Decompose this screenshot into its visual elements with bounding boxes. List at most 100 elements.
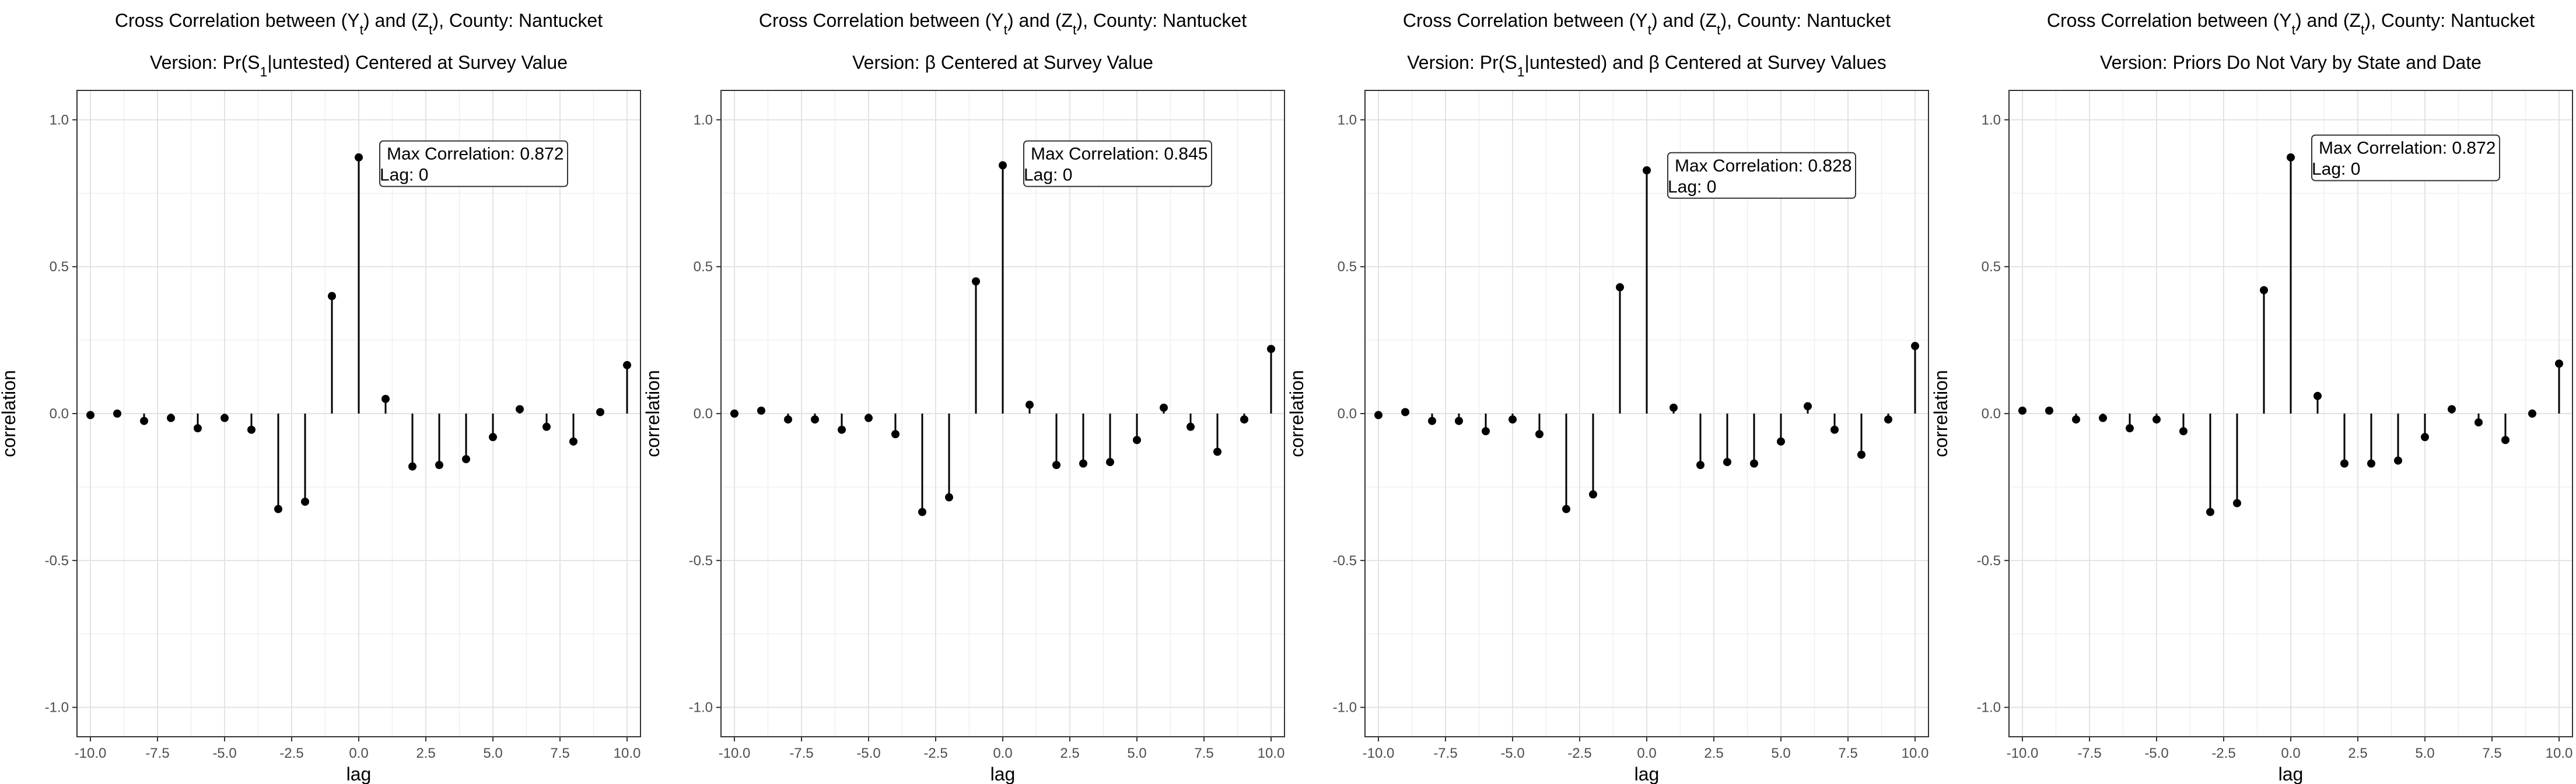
title-subscript: t bbox=[2292, 22, 2296, 37]
chart-title: Cross Correlation between (Yt) and (Zt),… bbox=[1403, 10, 1891, 37]
subtitle-subscript: 1 bbox=[1517, 64, 1525, 79]
x-tick-label: 5.0 bbox=[2415, 746, 2434, 761]
data-point bbox=[2018, 406, 2027, 415]
annotation-max-correlation: Max Correlation: 0.828 bbox=[1675, 156, 1852, 176]
x-tick-label: 0.0 bbox=[993, 746, 1012, 761]
subtitle-text: Centered at Survey Values bbox=[1660, 52, 1887, 73]
y-tick-label: 1.0 bbox=[50, 112, 69, 128]
annotation-lag: Lag: 0 bbox=[1024, 166, 1072, 185]
x-tick-label: -2.5 bbox=[923, 746, 947, 761]
data-point bbox=[408, 462, 416, 471]
chart-subtitle: Version: β Centered at Survey Value bbox=[852, 52, 1153, 73]
data-point bbox=[1133, 436, 1141, 444]
y-tick-label: -1.0 bbox=[1977, 700, 2001, 716]
data-point bbox=[864, 414, 873, 422]
data-point bbox=[167, 414, 175, 422]
data-point bbox=[1428, 416, 1436, 425]
annotation-max-correlation: Max Correlation: 0.872 bbox=[2319, 139, 2496, 158]
x-tick-label: 2.5 bbox=[1060, 746, 1079, 761]
data-point bbox=[1267, 345, 1275, 354]
y-tick-label: 0.5 bbox=[694, 259, 713, 275]
data-point bbox=[730, 410, 738, 418]
data-point bbox=[596, 408, 604, 416]
data-point bbox=[2287, 153, 2295, 162]
title-prefix: Cross Correlation between (Y bbox=[759, 10, 1004, 31]
data-point bbox=[972, 277, 980, 286]
data-point bbox=[1804, 402, 1812, 411]
title-subscript: t bbox=[1648, 22, 1652, 37]
x-tick-label: 7.5 bbox=[1838, 746, 1857, 761]
x-tick-label: 0.0 bbox=[349, 746, 368, 761]
y-tick-label: 0.5 bbox=[1982, 259, 2001, 275]
x-tick-label: -2.5 bbox=[279, 746, 303, 761]
data-point bbox=[891, 430, 900, 439]
data-point bbox=[811, 415, 819, 424]
data-point bbox=[1777, 437, 1785, 446]
data-point bbox=[1589, 490, 1597, 499]
title-mid: ) and (Z bbox=[363, 10, 429, 31]
data-point bbox=[247, 425, 256, 434]
data-point bbox=[2501, 436, 2510, 444]
x-tick-label: 2.5 bbox=[416, 746, 435, 761]
chart-panel-1: Cross Correlation between (Yt) and (Zt),… bbox=[0, 10, 641, 784]
data-point bbox=[1643, 166, 1651, 174]
title-subscript: t bbox=[360, 22, 364, 37]
data-point bbox=[328, 292, 336, 300]
y-tick-label: 0.0 bbox=[694, 406, 713, 422]
data-point bbox=[1508, 415, 1517, 424]
chart-panel-2: Cross Correlation between (Yt) and (Zt),… bbox=[642, 10, 1285, 784]
data-point bbox=[2474, 418, 2483, 427]
y-tick-label: 0.0 bbox=[1982, 406, 2001, 422]
y-tick-label: -0.5 bbox=[689, 553, 713, 569]
title-mid: ) and (Z bbox=[1007, 10, 1073, 31]
y-tick-label: -0.5 bbox=[1977, 553, 2001, 569]
data-point bbox=[1857, 450, 1866, 459]
subtitle-greek: β bbox=[1648, 52, 1659, 73]
x-tick-label: -2.5 bbox=[1567, 746, 1591, 761]
data-point bbox=[784, 415, 792, 424]
data-point bbox=[489, 433, 497, 442]
data-point bbox=[1616, 283, 1624, 292]
x-tick-label: 0.0 bbox=[2281, 746, 2300, 761]
x-tick-label: 5.0 bbox=[1127, 746, 1146, 761]
data-point bbox=[2045, 406, 2053, 415]
y-tick-label: -1.0 bbox=[689, 700, 713, 716]
chart-panel-3: Cross Correlation between (Yt) and (Zt),… bbox=[1286, 10, 1929, 784]
subtitle-text: Version: bbox=[852, 52, 925, 73]
subtitle-subscript: 1 bbox=[260, 64, 268, 79]
y-tick-label: 1.0 bbox=[1982, 112, 2001, 128]
data-point bbox=[301, 498, 309, 506]
annotation-lag: Lag: 0 bbox=[1668, 177, 1716, 197]
data-point bbox=[1750, 459, 1758, 468]
x-tick-label: -10.0 bbox=[719, 746, 751, 761]
y-tick-label: -1.0 bbox=[45, 700, 69, 716]
data-point bbox=[1374, 411, 1382, 419]
data-point bbox=[1831, 425, 1839, 434]
title-suffix: ), County: Nantucket bbox=[432, 10, 603, 31]
x-axis-label: lag bbox=[991, 764, 1016, 784]
data-point bbox=[1026, 400, 1034, 409]
data-point bbox=[2394, 456, 2402, 465]
data-point bbox=[355, 153, 363, 162]
data-point bbox=[1240, 415, 1248, 424]
x-tick-label: -7.5 bbox=[789, 746, 813, 761]
data-point bbox=[194, 424, 202, 433]
y-axis-label: correlation bbox=[642, 370, 663, 457]
data-point bbox=[918, 508, 926, 516]
data-point bbox=[2555, 359, 2563, 368]
x-tick-label: 2.5 bbox=[1704, 746, 1723, 761]
x-tick-label: -10.0 bbox=[1363, 746, 1395, 761]
data-point bbox=[1213, 447, 1222, 456]
x-tick-label: -7.5 bbox=[145, 746, 169, 761]
data-point bbox=[2152, 415, 2161, 424]
data-series bbox=[86, 153, 631, 513]
title-suffix: ), County: Nantucket bbox=[2364, 10, 2535, 31]
title-subscript: t bbox=[429, 22, 433, 37]
data-point bbox=[1670, 403, 1678, 412]
subtitle-text: Centered at Survey Value bbox=[936, 52, 1153, 73]
data-series bbox=[730, 161, 1275, 516]
x-tick-label: -2.5 bbox=[2211, 746, 2235, 761]
x-tick-label: 10.0 bbox=[2546, 746, 2573, 761]
data-point bbox=[140, 416, 148, 425]
